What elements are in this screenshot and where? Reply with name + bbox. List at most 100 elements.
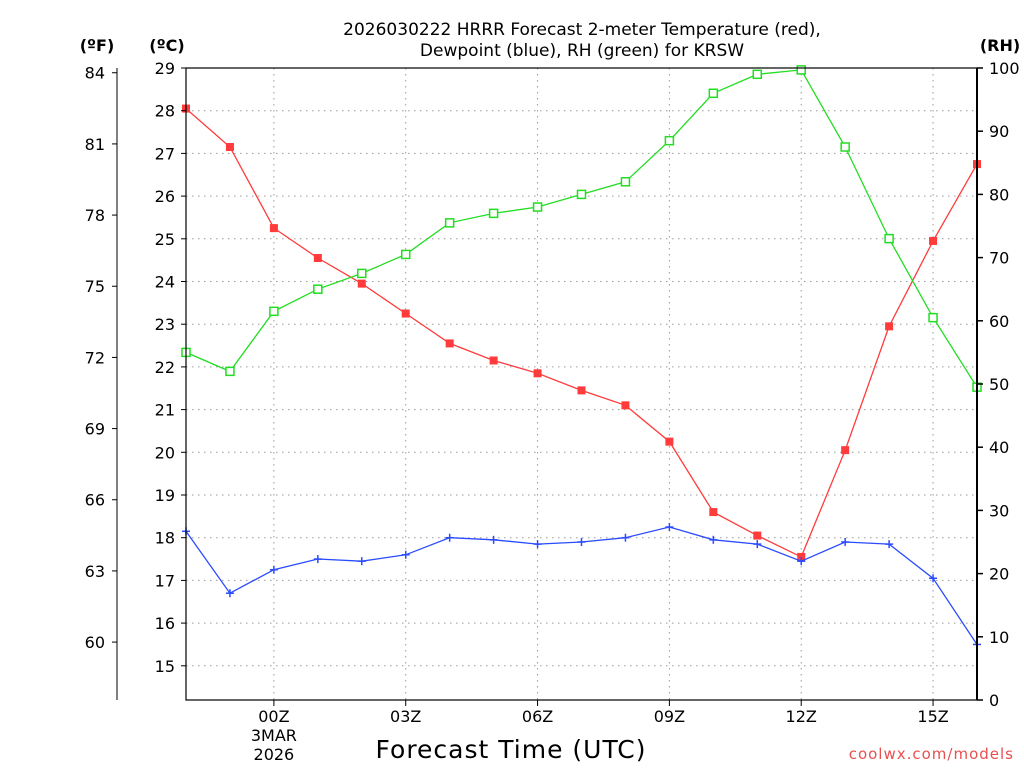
dewpoint-point	[401, 550, 410, 559]
chart-title-line2: Dewpoint (blue), RH (green) for KRSW	[420, 41, 744, 61]
temperature-point	[489, 356, 498, 365]
rh-tick-label: 20	[989, 565, 1009, 584]
rh-tick-label: 80	[989, 185, 1009, 204]
temperature-point	[533, 369, 542, 378]
rh-point	[708, 88, 719, 99]
celsius-tick-label: 26	[155, 187, 175, 206]
rh-point	[928, 312, 938, 323]
rh-tick-label: 10	[989, 628, 1009, 647]
rh-point	[796, 65, 806, 75]
fahrenheit-axis-unit: (ºF)	[80, 36, 115, 55]
rh-tick-label: 30	[989, 501, 1009, 520]
celsius-tick-label: 22	[155, 358, 175, 377]
fahrenheit-tick-label: 75	[85, 277, 105, 296]
temperature-point	[621, 401, 630, 410]
dewpoint-point	[929, 574, 938, 583]
dewpoint-point	[665, 523, 674, 532]
dewpoint-point	[797, 557, 806, 566]
temperature-point	[929, 236, 938, 245]
dewpoint-point	[269, 565, 278, 574]
rh-point	[225, 366, 235, 377]
celsius-tick-label: 29	[155, 59, 175, 78]
series-layer	[181, 65, 982, 649]
dewpoint-point	[445, 533, 454, 542]
rh-point	[620, 177, 631, 187]
temperature-point	[577, 386, 586, 395]
temperature-point	[401, 309, 410, 318]
x-axis-label: Forecast Time (UTC)	[376, 735, 647, 764]
rh-tick-label: 0	[989, 691, 999, 710]
rh-point	[269, 306, 279, 317]
temperature-point	[753, 531, 762, 540]
x-tick-label: 09Z	[654, 707, 685, 726]
rh-tick-label: 90	[989, 122, 1009, 141]
x-tick-label: 03Z	[390, 707, 421, 726]
plot-frame	[185, 67, 978, 701]
axes-layer: 84 81 78 75 72 69 66 63 60 29 28 27 26 25 24 23 22 21 20 19…	[85, 59, 1020, 764]
rh-tick-label: 60	[989, 312, 1009, 331]
celsius-axis-unit: (ºC)	[149, 36, 184, 55]
temperature-point	[885, 322, 894, 331]
dewpoint-point	[753, 540, 762, 549]
fahrenheit-tick-label: 69	[85, 420, 105, 439]
dewpoint-point	[841, 537, 850, 546]
rh-axis-unit: (RH)	[980, 36, 1020, 55]
celsius-tick-label: 16	[155, 614, 175, 633]
temperature-point	[313, 254, 322, 263]
celsius-tick-label: 28	[155, 102, 175, 121]
chart-title-line1: 2026030222 HRRR Forecast 2-meter Tempera…	[343, 20, 821, 40]
dewpoint-point	[577, 537, 586, 546]
celsius-tick-label: 21	[155, 401, 175, 420]
rh-tick-label: 100	[989, 59, 1020, 78]
fahrenheit-tick-label: 60	[85, 633, 105, 652]
rh-point	[840, 142, 850, 152]
temperature-point	[709, 508, 718, 517]
celsius-tick-label: 17	[155, 571, 175, 590]
x-date-year: 2026	[254, 745, 295, 764]
rh-tick-label: 50	[989, 375, 1009, 394]
dewpoint-point	[313, 555, 322, 564]
celsius-tick-label: 19	[155, 486, 175, 505]
fahrenheit-tick-label: 72	[85, 348, 105, 367]
temperature-point	[665, 437, 674, 446]
fahrenheit-tick-label: 66	[85, 491, 105, 510]
credit-text: coolwx.com/models	[849, 745, 1014, 763]
temperature-point	[225, 142, 234, 151]
rh-tick-label: 40	[989, 438, 1009, 457]
celsius-tick-label: 23	[155, 315, 175, 334]
fahrenheit-tick-label: 63	[85, 562, 105, 581]
fahrenheit-tick-label: 81	[85, 135, 105, 154]
dewpoint-point	[489, 535, 498, 544]
celsius-tick-label: 25	[155, 230, 175, 249]
rh-point	[357, 268, 367, 279]
rh-point	[488, 208, 499, 219]
x-date-month: 3MAR	[251, 726, 297, 745]
fahrenheit-tick-label: 84	[85, 64, 105, 83]
dewpoint-point	[533, 540, 542, 549]
fahrenheit-tick-label: 78	[85, 206, 105, 225]
celsius-tick-label: 18	[155, 529, 175, 548]
celsius-tick-label: 15	[155, 657, 175, 676]
temperature-point	[797, 552, 806, 561]
x-tick-label: 00Z	[258, 707, 289, 726]
dewpoint-point	[621, 533, 630, 542]
celsius-tick-label: 24	[155, 273, 175, 292]
celsius-tick-label: 27	[155, 144, 175, 163]
rh-point	[884, 233, 894, 244]
rh-point	[400, 249, 411, 260]
temperature-point	[445, 339, 454, 348]
rh-point	[576, 189, 587, 200]
grid-lines	[186, 67, 977, 700]
rh-point	[664, 135, 675, 146]
x-tick-label: 15Z	[917, 707, 948, 726]
temperature-point	[357, 279, 366, 288]
dewpoint-point	[357, 557, 366, 566]
dewpoint-point	[885, 540, 894, 549]
rh-tick-label: 70	[989, 249, 1009, 268]
rh-point	[444, 218, 455, 228]
temperature-point	[841, 446, 850, 455]
rh-point	[313, 284, 323, 294]
dewpoint-point	[225, 589, 234, 598]
x-tick-label: 12Z	[786, 707, 817, 726]
